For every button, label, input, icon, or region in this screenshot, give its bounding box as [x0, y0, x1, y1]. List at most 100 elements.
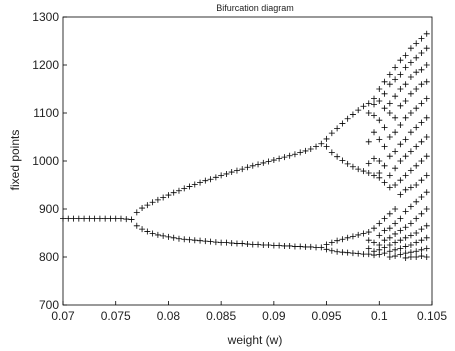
data-point — [376, 98, 383, 104]
data-point — [381, 124, 388, 131]
data-point — [381, 227, 388, 234]
data-point — [423, 245, 430, 252]
data-point — [233, 167, 240, 174]
data-point — [355, 107, 362, 114]
data-point — [397, 158, 404, 164]
data-point — [413, 143, 420, 150]
data-point — [218, 172, 225, 179]
data-point — [186, 183, 193, 190]
data-point — [423, 134, 430, 140]
data-point — [407, 254, 414, 260]
y-tick-label: 1300 — [32, 10, 59, 24]
y-tick-label: 1200 — [32, 58, 59, 72]
data-point — [418, 210, 425, 217]
data-point — [339, 157, 346, 164]
data-point — [323, 246, 330, 253]
data-point — [413, 54, 420, 61]
data-point — [75, 215, 82, 222]
data-point — [381, 244, 388, 251]
data-point — [117, 215, 124, 222]
data-point — [402, 52, 409, 59]
data-point — [407, 148, 414, 155]
data-point — [402, 98, 409, 104]
x-tick-label: 0.07 — [51, 309, 75, 323]
data-point — [386, 242, 393, 248]
data-point — [265, 158, 272, 165]
data-point — [175, 187, 182, 194]
data-point — [355, 231, 362, 238]
data-point — [212, 174, 219, 181]
data-point — [397, 141, 404, 148]
data-point — [249, 162, 256, 169]
data-point — [423, 95, 430, 102]
x-tick-label: 0.105 — [417, 309, 447, 323]
data-point — [302, 243, 309, 250]
data-point — [339, 249, 346, 256]
data-point — [165, 233, 172, 240]
y-axis-title: fixed points — [8, 130, 22, 191]
data-point — [418, 226, 425, 233]
data-point — [328, 247, 335, 254]
data-point — [191, 181, 198, 188]
data-point — [270, 242, 277, 249]
data-point — [218, 239, 225, 246]
data-point — [255, 161, 262, 168]
y-tick-label: 900 — [39, 202, 59, 216]
data-point — [128, 216, 135, 223]
data-point — [96, 215, 103, 222]
data-point — [392, 182, 399, 188]
data-point — [397, 57, 404, 64]
data-point — [371, 129, 378, 136]
data-point — [112, 215, 119, 222]
data-point — [402, 224, 409, 231]
x-tick-label: 0.1 — [371, 309, 388, 323]
data-point — [397, 102, 404, 109]
data-point — [423, 114, 430, 121]
data-point — [386, 71, 393, 78]
data-point — [397, 215, 404, 222]
y-tick-label: 1100 — [33, 106, 59, 120]
data-point — [397, 227, 404, 234]
data-point — [160, 194, 167, 201]
data-point — [144, 228, 151, 235]
data-point — [392, 230, 399, 237]
data-point — [349, 163, 356, 170]
data-point — [276, 155, 283, 162]
data-point — [371, 112, 378, 119]
data-point — [413, 254, 420, 260]
data-point — [365, 138, 372, 145]
data-point — [376, 232, 383, 239]
data-point — [392, 129, 399, 136]
data-point — [418, 138, 425, 145]
data-point — [297, 149, 304, 156]
data-point — [407, 129, 414, 136]
data-point — [386, 248, 393, 255]
data-point — [371, 225, 378, 232]
data-point — [413, 86, 420, 92]
data-point — [407, 45, 414, 52]
data-point — [355, 166, 362, 173]
data-point — [402, 186, 409, 193]
data-point — [223, 170, 230, 177]
data-point — [360, 168, 367, 175]
data-point — [175, 235, 182, 242]
data-point — [418, 66, 425, 73]
data-point — [386, 134, 393, 140]
data-point — [365, 170, 372, 176]
data-point — [102, 215, 109, 222]
data-point — [65, 215, 72, 222]
data-point — [107, 215, 114, 222]
data-point — [386, 254, 393, 260]
data-point — [302, 147, 309, 154]
data-point — [323, 143, 330, 150]
x-tick-label: 0.085 — [206, 309, 236, 323]
data-point — [255, 241, 262, 248]
data-point — [365, 251, 372, 258]
data-point — [386, 210, 393, 217]
data-point — [165, 192, 172, 199]
data-point — [207, 238, 214, 245]
data-point — [402, 153, 409, 160]
data-point — [334, 153, 341, 160]
data-point — [334, 248, 341, 255]
data-point — [381, 90, 388, 97]
